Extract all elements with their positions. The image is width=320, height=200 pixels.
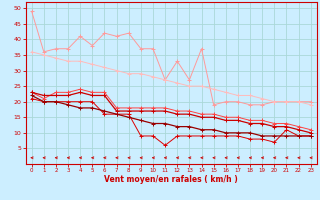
X-axis label: Vent moyen/en rafales ( km/h ): Vent moyen/en rafales ( km/h ) bbox=[104, 175, 238, 184]
